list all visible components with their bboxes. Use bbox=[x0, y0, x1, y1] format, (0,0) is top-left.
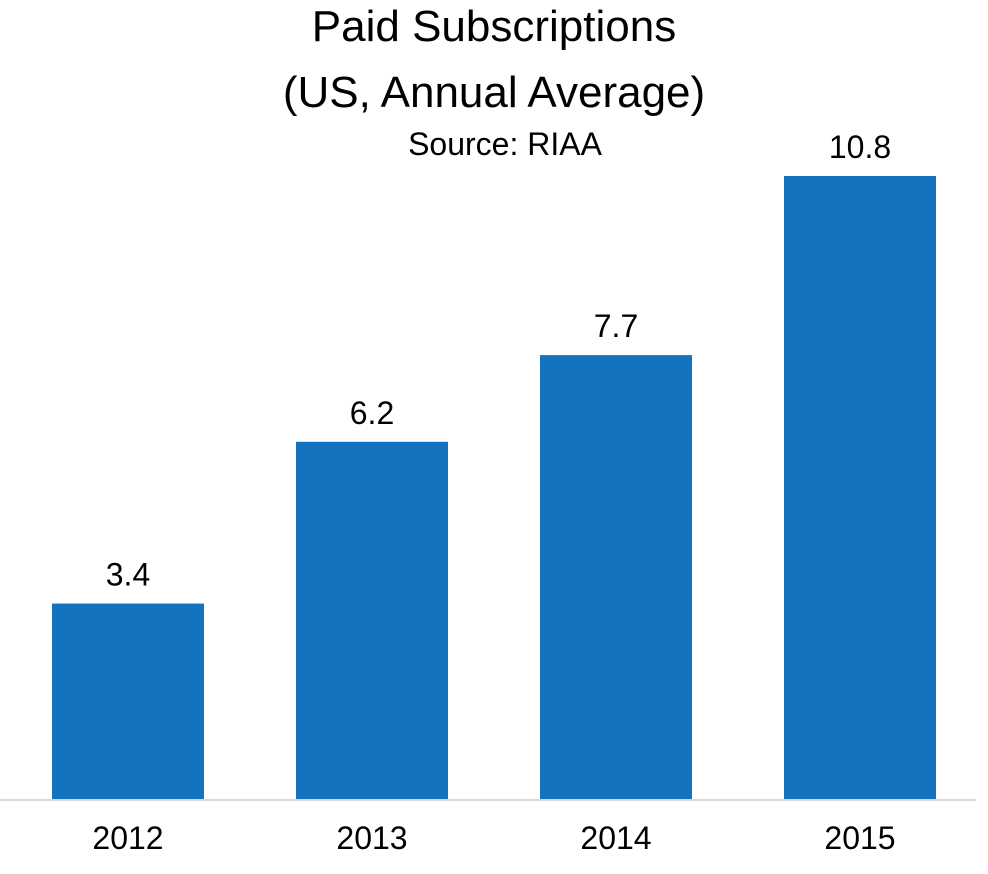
bar-2015 bbox=[784, 176, 936, 800]
x-tick-labels-group: 2012 2013 2014 2015 bbox=[92, 820, 895, 856]
bar-2012 bbox=[52, 603, 204, 800]
x-tick-label-2014: 2014 bbox=[580, 820, 651, 856]
bar-2013 bbox=[296, 441, 448, 800]
chart-title-line-1: Paid Subscriptions bbox=[311, 2, 677, 51]
x-tick-label-2013: 2013 bbox=[336, 820, 407, 856]
x-tick-label-2015: 2015 bbox=[824, 820, 895, 856]
data-label-2012: 3.4 bbox=[106, 557, 150, 593]
bars-group bbox=[52, 176, 936, 800]
chart-subtitle: Source: RIAA bbox=[408, 126, 602, 162]
data-label-2014: 7.7 bbox=[594, 308, 638, 344]
chart-title-line-2: (US, Annual Average) bbox=[282, 68, 706, 117]
bar-2014 bbox=[540, 355, 692, 800]
data-label-2013: 6.2 bbox=[350, 395, 394, 431]
x-tick-label-2012: 2012 bbox=[92, 820, 163, 856]
data-labels-group: 3.4 6.2 7.7 10.8 bbox=[106, 129, 891, 593]
data-label-2015: 10.8 bbox=[829, 129, 891, 165]
